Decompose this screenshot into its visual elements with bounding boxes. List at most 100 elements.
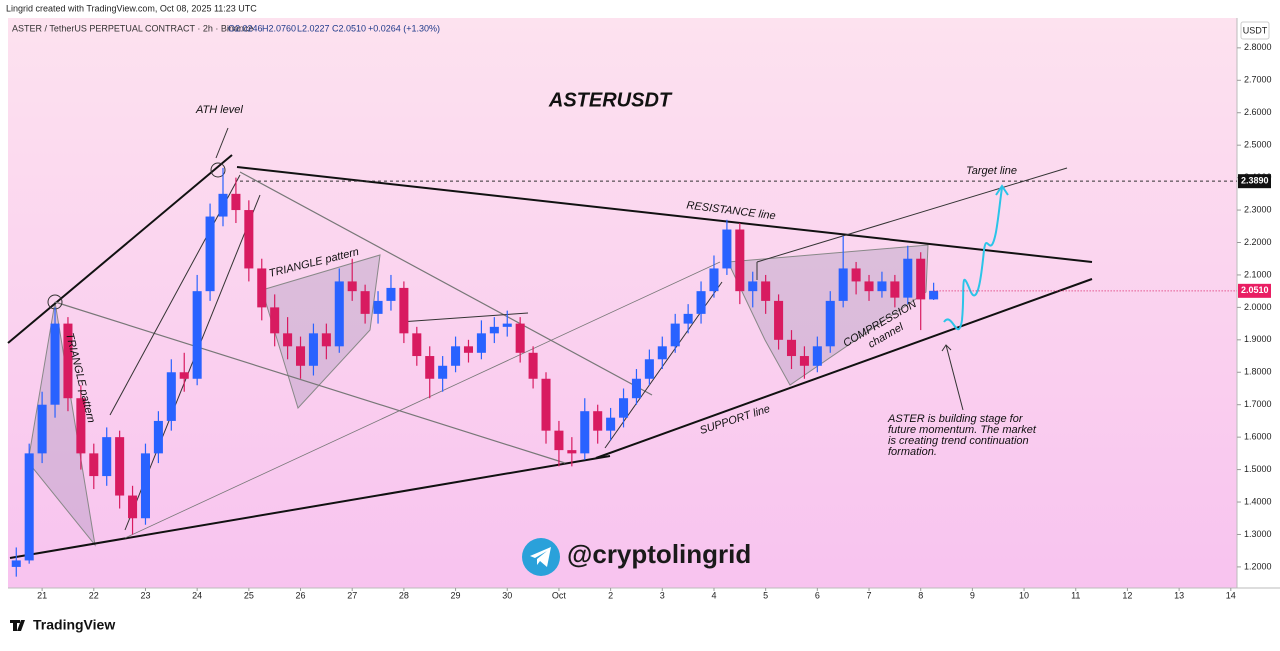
candle-body	[541, 378, 551, 431]
footer: TradingView	[33, 617, 115, 633]
candle-body	[192, 291, 202, 379]
candle-body	[205, 216, 215, 292]
x-tick-label: 9	[970, 590, 975, 600]
candle-body	[373, 300, 383, 314]
candle-body	[593, 411, 603, 431]
candle-body	[916, 258, 926, 300]
triangle-shape	[27, 301, 96, 547]
x-tick-label: 8	[918, 590, 923, 600]
x-tick-label: 12	[1122, 590, 1132, 600]
triangle-shape	[261, 254, 381, 409]
projection-arrow	[995, 184, 1009, 196]
candle-body	[295, 346, 306, 366]
y-tick-label: 1.8000	[1244, 367, 1272, 377]
ohlc-change: +0.0264 (+1.30%)	[368, 23, 440, 33]
x-tick-label: 3	[660, 590, 665, 600]
x-tick-label: 21	[37, 590, 47, 600]
y-unit: USDT	[1243, 25, 1268, 35]
telegram-plane	[530, 547, 551, 567]
pivot-circle	[210, 162, 226, 178]
candle-body	[528, 352, 538, 379]
candle-body	[11, 560, 21, 567]
note-line: is creating trend continuation	[888, 435, 1029, 447]
y-tick-label: 2.2000	[1244, 237, 1272, 247]
x-tick-label: 11	[1071, 590, 1080, 600]
support-line	[595, 278, 1093, 459]
candle-body	[709, 268, 719, 292]
candle-body	[567, 450, 577, 454]
candle-body	[683, 313, 693, 324]
projection-path	[943, 187, 1003, 330]
y-tick-label: 1.2000	[1244, 561, 1272, 571]
candle-body	[812, 346, 822, 366]
candle-body	[140, 453, 150, 519]
candle-body	[425, 356, 435, 379]
note-arrow-head	[941, 344, 952, 352]
y-tick-label: 2.8000	[1244, 42, 1272, 52]
trend-line	[7, 154, 233, 344]
candle-body	[463, 346, 474, 353]
note-line: formation.	[888, 446, 937, 458]
candle-body	[283, 333, 293, 347]
symbol: ASTER / TetherUS PERPETUAL CONTRACT · 2h…	[12, 23, 253, 33]
candle-body	[179, 372, 189, 379]
marks	[11, 167, 1237, 577]
candle-body	[476, 333, 486, 353]
candle-body	[799, 356, 809, 366]
candle-body	[825, 300, 835, 347]
y-tick-label: 2.6000	[1244, 107, 1272, 117]
last-price-box	[1238, 283, 1271, 298]
y-tick-label: 1.3000	[1244, 529, 1272, 539]
note-arrow	[945, 344, 964, 411]
tv-logo	[10, 620, 25, 631]
x-tick-label: 30	[502, 590, 512, 600]
drawings	[7, 127, 1093, 559]
y-tick-label: 1.5000	[1244, 464, 1272, 474]
annotation: Target line	[966, 165, 1017, 177]
candle-body	[334, 281, 344, 347]
y-tick-label: 1.4000	[1244, 496, 1272, 506]
candle-body	[308, 333, 318, 366]
candle-body	[115, 437, 125, 496]
candle-body	[166, 372, 176, 421]
candle-body	[76, 398, 86, 454]
ohlc-high: H2.0760	[262, 23, 296, 33]
x-tick-label: 24	[192, 590, 202, 600]
candle-body	[580, 411, 590, 454]
x-tick-label: 27	[347, 590, 357, 600]
resistance-line	[236, 166, 1093, 263]
candle-body	[231, 193, 241, 211]
x-tick-label: 2	[608, 590, 613, 600]
candle-body	[347, 281, 357, 292]
candle-body	[670, 323, 680, 347]
watermark: @cryptolingrid	[567, 539, 751, 569]
candle-body	[761, 281, 771, 301]
target-channel	[756, 167, 1068, 263]
candle-body	[722, 229, 732, 269]
y-tick-label: 1.9000	[1244, 334, 1272, 344]
y-tick-label: 1.6000	[1244, 432, 1272, 442]
candle-body	[386, 287, 396, 301]
unit-box	[1240, 21, 1270, 40]
candle-body	[619, 398, 629, 418]
candle-body	[218, 193, 228, 217]
x-tick-label: Oct	[552, 590, 567, 600]
y-tick-label: 2.5000	[1244, 140, 1272, 150]
y-tick-label: 2.0000	[1244, 302, 1272, 312]
ohlc-open: O2.0246	[228, 23, 263, 33]
candle-body	[631, 378, 641, 399]
candle-body	[515, 323, 525, 353]
candle-body	[399, 287, 409, 334]
candle-body	[321, 333, 331, 347]
channel-line	[239, 171, 653, 396]
note-line: ASTER is building stage for	[887, 413, 1024, 425]
candle-body	[50, 323, 60, 405]
x-tick-label: 22	[89, 590, 99, 600]
candle-body	[864, 281, 874, 292]
candle-body	[748, 281, 758, 292]
candle-body	[257, 268, 267, 308]
y-tick-label: 2.3000	[1244, 204, 1272, 214]
pane-background	[8, 18, 1237, 588]
thin-line	[124, 261, 721, 539]
